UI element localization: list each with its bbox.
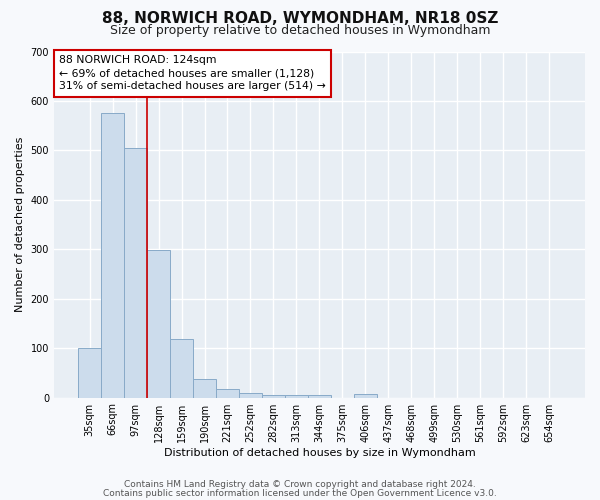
Bar xyxy=(354,394,377,398)
Text: Size of property relative to detached houses in Wymondham: Size of property relative to detached ho… xyxy=(110,24,490,37)
Text: Contains public sector information licensed under the Open Government Licence v3: Contains public sector information licen… xyxy=(103,488,497,498)
Text: 88, NORWICH ROAD, WYMONDHAM, NR18 0SZ: 88, NORWICH ROAD, WYMONDHAM, NR18 0SZ xyxy=(102,11,498,26)
Bar xyxy=(124,148,147,398)
Bar xyxy=(262,394,285,398)
Bar xyxy=(308,395,331,398)
Bar xyxy=(170,339,193,398)
Bar xyxy=(285,395,308,398)
Bar xyxy=(101,114,124,398)
Bar xyxy=(193,379,216,398)
Bar xyxy=(239,392,262,398)
Bar xyxy=(78,348,101,398)
Text: 88 NORWICH ROAD: 124sqm
← 69% of detached houses are smaller (1,128)
31% of semi: 88 NORWICH ROAD: 124sqm ← 69% of detache… xyxy=(59,55,326,92)
Text: Contains HM Land Registry data © Crown copyright and database right 2024.: Contains HM Land Registry data © Crown c… xyxy=(124,480,476,489)
Bar xyxy=(147,250,170,398)
X-axis label: Distribution of detached houses by size in Wymondham: Distribution of detached houses by size … xyxy=(164,448,475,458)
Bar xyxy=(216,389,239,398)
Y-axis label: Number of detached properties: Number of detached properties xyxy=(15,137,25,312)
